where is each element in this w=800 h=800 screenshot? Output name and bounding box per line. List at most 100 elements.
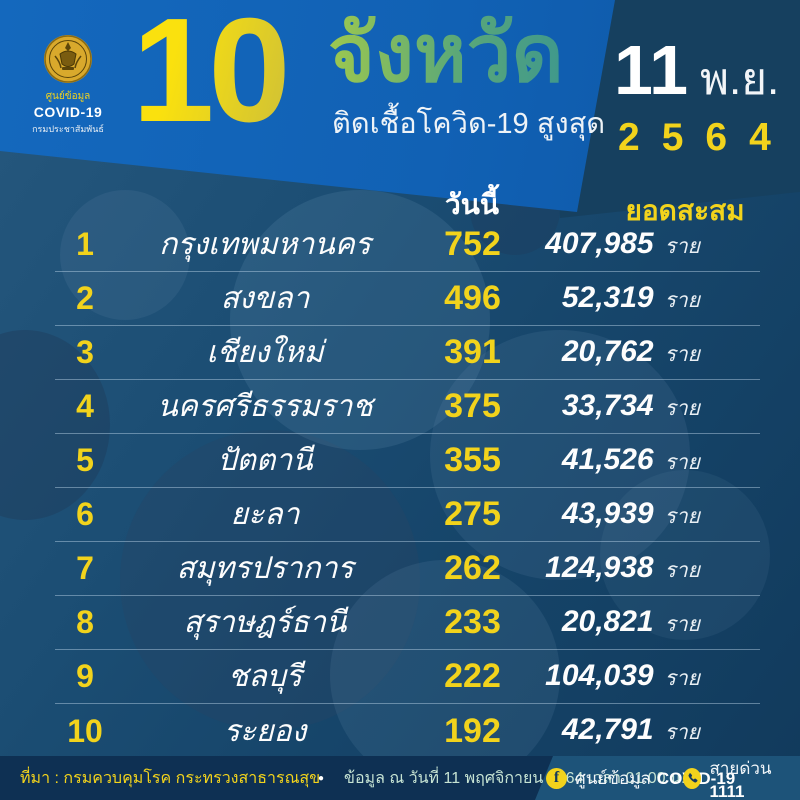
headline-title: จังหวัด — [328, 4, 564, 104]
hotline-contact: สายด่วน1111 — [683, 756, 800, 800]
cumulative-unit: ราย — [664, 450, 700, 474]
rank-number: 4 — [76, 388, 94, 424]
table-row: 1 กรุงเทพมหานคร 752 407,985 ราย — [55, 218, 760, 272]
table-row: 10 ระยอง 192 42,791 ราย — [55, 704, 760, 758]
headline-subtitle: ติดเชื้อโควิด-19 สูงสุด — [332, 108, 606, 140]
province-name: สุราษฎร์ธานี — [183, 606, 347, 639]
virus-silhouette — [60, 190, 190, 320]
province-name: สมุทรปราการ — [176, 552, 354, 585]
today-count: 275 — [444, 495, 501, 533]
rank-number: 7 — [76, 550, 94, 586]
rank-number: 5 — [76, 442, 94, 478]
cumulative-unit: ราย — [664, 666, 700, 690]
rank-number: 2 — [76, 280, 94, 316]
cumulative-number: 43,939 — [561, 496, 654, 530]
rank-number: 6 — [76, 496, 94, 532]
report-date: 11 พ.ย. 2564 — [600, 34, 800, 160]
table-row: 3 เชียงใหม่ 391 20,762 ราย — [55, 326, 760, 380]
today-count: 355 — [444, 441, 501, 479]
table-row: 7 สมุทรปราการ 262 124,938 ราย — [55, 542, 760, 596]
logo-org-line2: COVID-19 — [33, 104, 103, 120]
province-name: ยะลา — [230, 498, 300, 531]
today-count: 496 — [444, 279, 501, 317]
cumulative-count: 52,319 ราย — [530, 281, 760, 317]
cumulative-unit: ราย — [664, 288, 700, 312]
hotline-label: สายด่วน1111 — [709, 758, 772, 800]
data-as-of-text: ข้อมูล ณ วันที่ 11 พฤศจิกายน 2564 เวลา 0… — [344, 769, 686, 787]
government-seal-icon — [44, 35, 92, 83]
agency-logo: ศูนย์ข้อมูล COVID-19 กรมประชาสัมพันธ์ — [16, 34, 120, 136]
phone-icon — [683, 767, 702, 789]
rank-number: 8 — [76, 604, 94, 640]
cumulative-unit: ราย — [664, 612, 700, 636]
cumulative-count: 104,039 ราย — [530, 659, 760, 695]
cumulative-count: 41,526 ราย — [530, 443, 760, 479]
today-count: 222 — [444, 657, 501, 695]
virus-silhouette — [330, 560, 560, 790]
facebook-icon: f — [546, 767, 567, 789]
province-name: ชลบุรี — [228, 660, 302, 693]
today-count: 192 — [444, 711, 501, 750]
column-header-today: วันนี้ — [444, 189, 499, 220]
dot-separator: ● — [318, 772, 325, 784]
rank-number: 9 — [76, 658, 94, 694]
virus-silhouette — [430, 330, 690, 580]
virus-silhouette — [600, 470, 770, 640]
column-header-cumulative: ยอดสะสม — [625, 195, 745, 226]
cumulative-count: 20,821 ราย — [530, 605, 760, 641]
cumulative-count: 20,762 ราย — [530, 335, 760, 371]
headline-number: 10 — [132, 0, 291, 146]
province-name: ปัตตานี — [217, 444, 313, 477]
cumulative-number: 407,985 — [545, 226, 654, 260]
logo-org-line1: ศูนย์ข้อมูล — [45, 91, 91, 102]
rank-number: 10 — [67, 712, 103, 749]
cumulative-number: 41,526 — [561, 442, 654, 476]
rank-number: 3 — [76, 334, 94, 370]
table-row: 2 สงขลา 496 52,319 ราย — [55, 272, 760, 326]
table-row: 9 ชลบุรี 222 104,039 ราย — [55, 650, 760, 704]
date-month: พ.ย. — [700, 55, 780, 104]
cumulative-number: 104,039 — [545, 658, 654, 692]
province-name: เชียงใหม่ — [206, 336, 324, 369]
cumulative-unit: ราย — [664, 558, 700, 582]
today-count: 262 — [444, 549, 501, 587]
cumulative-unit: ราย — [664, 234, 700, 258]
date-day: 11 — [614, 31, 688, 109]
cumulative-count: 124,938 ราย — [530, 551, 760, 587]
province-name: สงขลา — [220, 282, 310, 315]
province-table-body: 1 กรุงเทพมหานคร 752 407,985 ราย 2 สงขลา … — [55, 218, 760, 758]
table-row: 4 นครศรีธรรมราช 375 33,734 ราย — [55, 380, 760, 434]
cumulative-count: 33,734 ราย — [530, 389, 760, 425]
footer-contact-panel — [535, 756, 800, 800]
cumulative-count: 43,939 ราย — [530, 497, 760, 533]
today-count: 375 — [444, 387, 501, 425]
province-name: นครศรีธรรมราช — [157, 390, 373, 423]
cumulative-number: 20,821 — [561, 604, 654, 638]
today-count: 752 — [444, 225, 501, 263]
logo-org-line3: กรมประชาสัมพันธ์ — [32, 124, 104, 134]
cumulative-count: 42,791 ราย — [530, 713, 760, 749]
province-name: ระยอง — [223, 714, 307, 748]
table-row: 8 สุราษฎร์ธานี 233 20,821 ราย — [55, 596, 760, 650]
virus-silhouette — [120, 430, 420, 730]
cumulative-number: 42,791 — [561, 713, 654, 746]
today-count: 391 — [444, 333, 501, 371]
cumulative-number: 33,734 — [561, 388, 654, 422]
date-year: 2564 — [618, 116, 793, 159]
table-row: 5 ปัตตานี 355 41,526 ราย — [55, 434, 760, 488]
cumulative-count: 407,985 ราย — [530, 227, 760, 263]
cumulative-number: 124,938 — [545, 550, 654, 584]
source-text: ที่มา : กรมควบคุมโรค กระทรวงสาธารณสุข — [20, 769, 321, 787]
cumulative-unit: ราย — [664, 342, 700, 366]
province-name: กรุงเทพมหานคร — [159, 228, 371, 261]
today-count: 233 — [444, 603, 501, 641]
cumulative-unit: ราย — [664, 721, 700, 744]
cumulative-number: 52,319 — [561, 280, 654, 314]
rank-number: 1 — [76, 226, 94, 262]
cumulative-unit: ราย — [664, 504, 700, 528]
cumulative-unit: ราย — [664, 396, 700, 420]
virus-silhouette — [230, 190, 490, 450]
